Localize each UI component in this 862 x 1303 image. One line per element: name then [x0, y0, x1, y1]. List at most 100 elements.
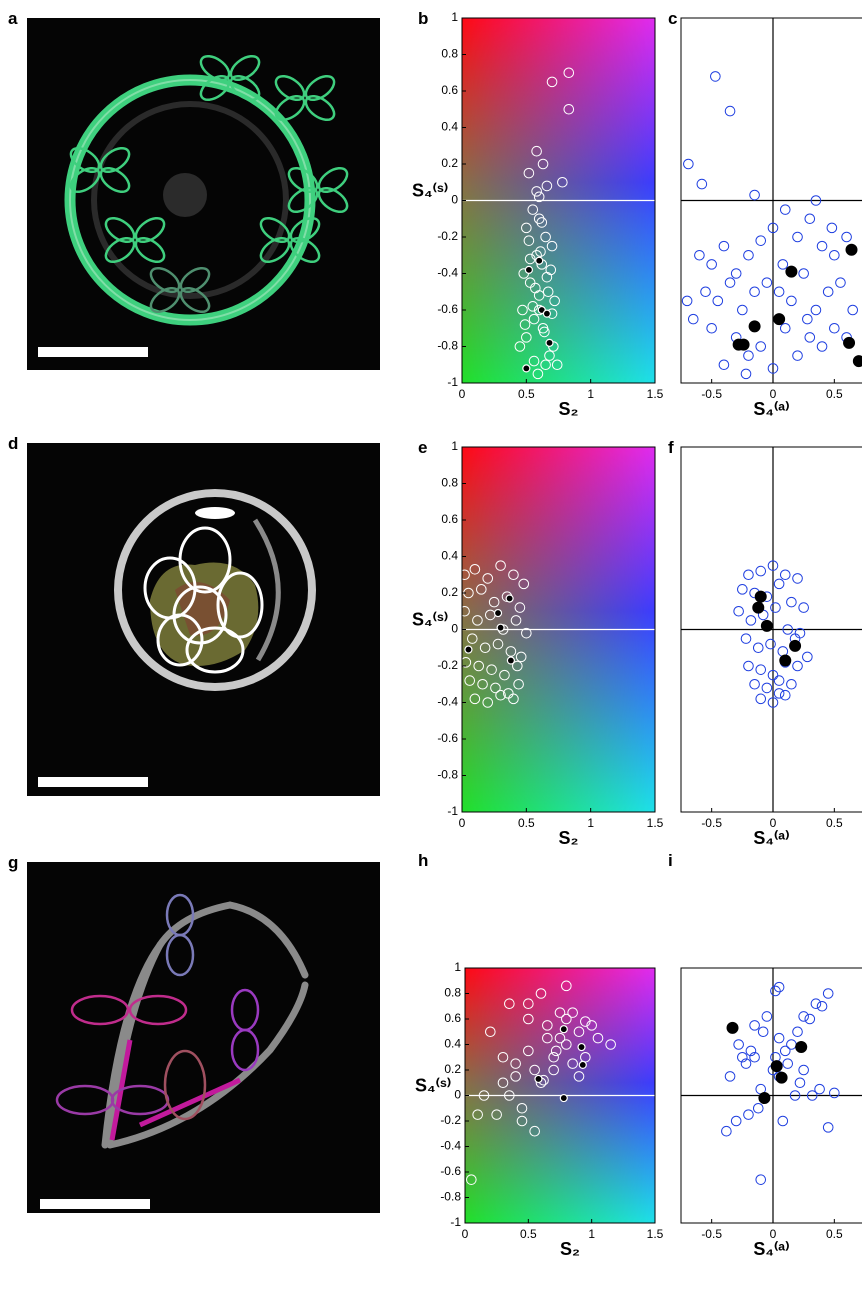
- y-tick-label: 0.6: [444, 1011, 461, 1025]
- y-tick-label: 0: [454, 1088, 461, 1102]
- scatter-point: [852, 355, 862, 368]
- x-axis-label: S₄⁽ᵃ⁾: [753, 1239, 789, 1259]
- scatter-point: [755, 565, 767, 577]
- scatter-point: [508, 569, 519, 581]
- scatter-point: [758, 1092, 771, 1105]
- scatter-point: [505, 646, 517, 657]
- x-axis-label: S₄⁽ᵃ⁾: [753, 399, 789, 419]
- y-tick-label: -0.4: [440, 1139, 461, 1153]
- x-tick-label: 0.5: [826, 816, 843, 830]
- scatter-point: [724, 105, 736, 117]
- scatter-point: [786, 678, 797, 690]
- plot: -0.5 0 0.5 S₄⁽ᵃ⁾ f: [668, 438, 862, 848]
- scatter-point: [577, 1042, 586, 1052]
- scatter-point: [743, 350, 754, 361]
- scatter-point: [816, 1000, 828, 1012]
- scatter-point: [573, 1026, 585, 1038]
- x-tick-label: 0.5: [518, 387, 535, 401]
- scatter-point: [516, 1115, 528, 1127]
- scatter-point: [539, 326, 550, 338]
- scatter-point: [829, 249, 840, 261]
- scatter-point: [816, 240, 828, 252]
- y-tick-label: -0.6: [437, 731, 458, 745]
- x-tick-label: 0.5: [518, 816, 535, 830]
- scatter-point: [798, 602, 809, 613]
- scatter-point: [718, 240, 730, 252]
- scatter-point: [513, 678, 524, 690]
- scatter-point: [743, 569, 754, 581]
- y-tick-label: 0.8: [444, 986, 461, 1000]
- y-tick-label: 0: [451, 193, 458, 207]
- scatter-point: [466, 1174, 477, 1185]
- scatter-point: [748, 320, 761, 333]
- scatter-point: [749, 286, 760, 298]
- y-tick-label: -0.6: [440, 1164, 461, 1178]
- scatter-point: [749, 1020, 760, 1031]
- scatter-point: [536, 217, 548, 228]
- scatter-point: [730, 268, 742, 279]
- y-tick-label: 1: [451, 10, 458, 24]
- scatter-point: [773, 313, 786, 326]
- y-axis-label: S₄⁽ˢ⁾: [412, 181, 448, 201]
- scatter-point: [492, 638, 504, 650]
- scatter-point: [843, 336, 856, 349]
- scatter-point: [531, 186, 542, 197]
- plot: -0.5 0 0.5 S₄⁽ᵃ⁾ c: [668, 9, 862, 419]
- x-tick-label: 0.5: [826, 387, 843, 401]
- scatter-point: [743, 1109, 754, 1120]
- y-tick-label: -0.8: [440, 1190, 461, 1204]
- scatter-point: [822, 286, 834, 298]
- scatter-point: [533, 290, 545, 301]
- y-tick-label: 1: [454, 960, 461, 974]
- scatter-point: [524, 253, 536, 265]
- panel-label: e: [418, 438, 427, 457]
- scatter-point: [792, 350, 803, 361]
- x-tick-label: 1.5: [647, 1227, 664, 1241]
- scatter-point: [485, 1026, 496, 1038]
- panel-label: b: [418, 9, 428, 28]
- scatter-point: [710, 71, 721, 82]
- scatter-point: [822, 1122, 834, 1133]
- y-axis-label: S₄⁽ˢ⁾: [415, 1076, 451, 1096]
- scatter-point: [798, 268, 809, 279]
- scatter-point: [508, 693, 519, 705]
- scatter-point: [499, 669, 510, 681]
- x-tick-label: 0.5: [826, 1227, 843, 1241]
- plot: -0.5 0 0.5 S₄⁽ᵃ⁾ i: [668, 851, 862, 1259]
- scatter-point: [767, 560, 779, 571]
- scatter-point: [814, 1083, 825, 1095]
- scatter-point: [804, 1013, 816, 1025]
- y-tick-label: 0.4: [441, 549, 458, 563]
- scatter-point: [789, 639, 802, 652]
- scatter-point: [521, 222, 532, 234]
- scatter-point: [770, 602, 781, 613]
- scatter-point: [476, 584, 487, 595]
- scatter-point: [542, 1020, 553, 1031]
- y-tick-label: -0.6: [437, 302, 458, 316]
- scatter-point: [792, 1026, 803, 1038]
- scatter-point: [770, 1060, 783, 1073]
- y-tick-label: -0.2: [437, 658, 458, 672]
- scatter-point: [544, 350, 555, 361]
- scatter-point: [535, 256, 544, 265]
- scatter-point: [767, 669, 779, 681]
- scatter-point: [540, 359, 551, 371]
- scatter-point: [545, 264, 557, 276]
- scatter-point: [687, 313, 699, 325]
- scatter-point: [527, 301, 539, 312]
- scatter-point: [469, 563, 481, 575]
- y-tick-label: -0.2: [437, 229, 458, 243]
- y-tick-label: -1: [447, 375, 458, 389]
- scatter-point: [554, 1007, 566, 1018]
- scatter-point: [786, 596, 797, 608]
- scatter-point: [730, 1115, 742, 1127]
- scatter-point: [740, 1058, 752, 1069]
- y-tick-label: 0.8: [441, 476, 458, 490]
- scatter-point: [548, 1051, 559, 1063]
- x-tick-label: 1.5: [647, 816, 664, 830]
- scatter-point: [700, 286, 711, 298]
- scatter-point: [580, 1016, 591, 1027]
- scatter-point: [546, 76, 558, 88]
- scatter-point: [779, 322, 791, 334]
- scatter-point: [847, 304, 859, 316]
